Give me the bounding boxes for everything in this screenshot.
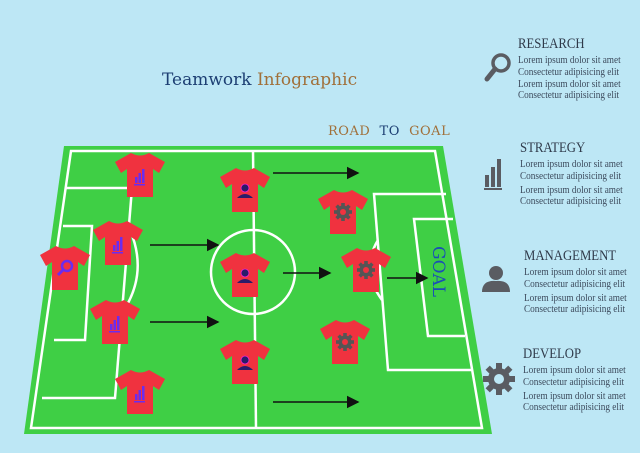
section-line: Lorem ipsum dolor sit amet [518, 55, 621, 66]
section-line: Lorem ipsum dolor sit amet [518, 78, 621, 90]
section-line: Consectetur adipisicing elit [523, 376, 625, 388]
section-develop: DEVELOP Lorem ipsum dolor sit amet Consect… [523, 346, 640, 414]
gear-icon [334, 203, 352, 221]
person-icon [237, 268, 253, 283]
goal-label: GOAL [428, 246, 448, 297]
player-shirt [115, 370, 165, 414]
bar-chart-icon [134, 386, 145, 403]
section-title: MANAGEMENT [524, 248, 617, 264]
player-shirt [320, 320, 370, 364]
player-shirt [90, 300, 140, 344]
player-shirt [220, 168, 270, 212]
player-shirt [220, 253, 270, 297]
page-title: Teamwork Infographic [162, 70, 357, 90]
bar-chart-icon [112, 237, 123, 254]
goal-word: GOAL [409, 124, 451, 139]
section-title: DEVELOP [523, 346, 582, 362]
player-shirt [341, 248, 391, 292]
section-line: Consectetur adipisicing elit [523, 402, 625, 414]
section-line: Lorem ipsum dolor sit amet [524, 292, 627, 304]
section-strategy: STRATEGY Lorem ipsum dolor sit amet Consec… [520, 140, 637, 208]
person-icon [237, 355, 253, 370]
section-line: Lorem ipsum dolor sit amet [520, 159, 623, 170]
section-title: RESEARCH [518, 36, 585, 52]
road-to-goal-label: ROAD TO GOAL [328, 124, 450, 139]
section-line: Consectetur adipisicing elit [520, 196, 622, 208]
bar-chart-icon [109, 316, 120, 333]
title-part1: Teamwork [162, 70, 252, 90]
section-line: Consectetur adipisicing elit [518, 90, 620, 102]
section-line: Consectetur adipisicing elit [520, 170, 622, 182]
player-shirt [40, 246, 90, 290]
person-icon [237, 183, 253, 198]
section-line: Lorem ipsum dolor sit amet [523, 390, 626, 402]
road-word: ROAD [328, 124, 371, 139]
section-line: Consectetur adipisicing elit [524, 304, 626, 316]
player-shirt [220, 340, 270, 384]
arrows [150, 166, 429, 409]
section-research: RESEARCH Lorem ipsum dolor sit amet Consec… [518, 36, 635, 102]
player-shirt [93, 221, 143, 265]
section-line: Consectetur adipisicing elit [524, 278, 626, 290]
to-word: TO [379, 124, 400, 139]
bar-chart-icon [134, 169, 145, 186]
section-management: MANAGEMENT Lorem ipsum dolor sit amet Cons… [524, 248, 640, 316]
player-shirt [115, 153, 165, 197]
gear-icon [357, 261, 375, 279]
title-part2: Infographic [256, 70, 358, 90]
player-shirt [318, 190, 368, 234]
section-line: Lorem ipsum dolor sit amet [520, 184, 623, 196]
gear-icon [336, 333, 354, 351]
section-line: Consectetur adipisicing elit [518, 66, 620, 78]
section-line: Lorem ipsum dolor sit amet [523, 365, 626, 376]
magnifier-icon [56, 259, 74, 277]
section-title: STRATEGY [520, 140, 586, 156]
section-line: Lorem ipsum dolor sit amet [524, 267, 627, 278]
